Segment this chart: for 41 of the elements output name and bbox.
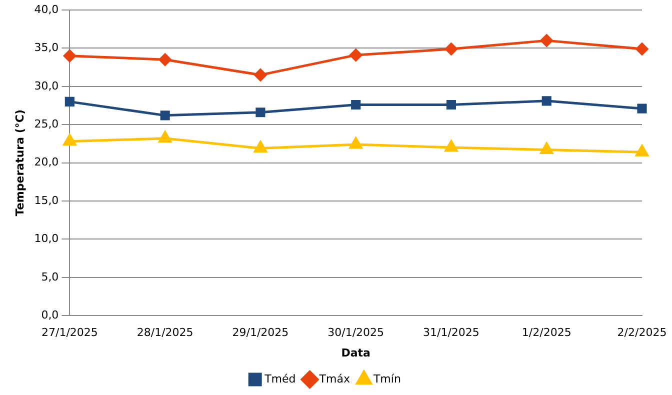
point <box>446 100 456 110</box>
point <box>540 34 553 47</box>
x-tick-label: 30/1/2025 <box>328 326 384 340</box>
legend-label: Tmáx <box>318 372 350 386</box>
y-tick-label: 20,0 <box>34 156 59 169</box>
y-tick-label: 0,0 <box>41 308 59 322</box>
point <box>64 96 74 106</box>
y-tick-label: 40,0 <box>34 2 59 16</box>
point <box>636 42 648 56</box>
x-tick-label: 1/2/2025 <box>522 326 572 340</box>
point <box>349 137 362 149</box>
point <box>256 108 266 118</box>
point <box>254 68 267 82</box>
x-tick-label: 29/1/2025 <box>232 326 289 340</box>
point <box>160 110 170 120</box>
x-tick-label: 31/1/2025 <box>423 326 480 340</box>
point <box>542 96 552 106</box>
x-axis-title: Data <box>341 346 370 360</box>
legend-label: Tmín <box>372 372 401 386</box>
point <box>637 104 647 114</box>
point <box>444 140 458 152</box>
y-tick-label: 25,0 <box>34 117 59 130</box>
y-tick-label: 5,0 <box>41 270 59 284</box>
point <box>158 131 172 143</box>
point <box>63 134 76 146</box>
point <box>350 48 362 62</box>
x-tick-label: 28/1/2025 <box>136 326 194 340</box>
y-tick-label: 10,0 <box>34 232 59 246</box>
y-tick-label: 15,0 <box>34 194 59 207</box>
x-tick-label: 27/1/2025 <box>41 326 98 340</box>
point <box>444 42 458 56</box>
x-tick-label: 2/2/2025 <box>617 326 667 340</box>
point <box>254 141 267 153</box>
legend-label: Tméd <box>264 372 296 386</box>
point <box>540 142 554 154</box>
y-axis-title: Temperatura (°C) <box>13 110 26 216</box>
point <box>351 100 361 110</box>
y-tick-label: 30,0 <box>34 79 59 92</box>
point <box>636 144 648 156</box>
y-tick-label: 35,0 <box>34 41 59 54</box>
point <box>158 53 172 66</box>
